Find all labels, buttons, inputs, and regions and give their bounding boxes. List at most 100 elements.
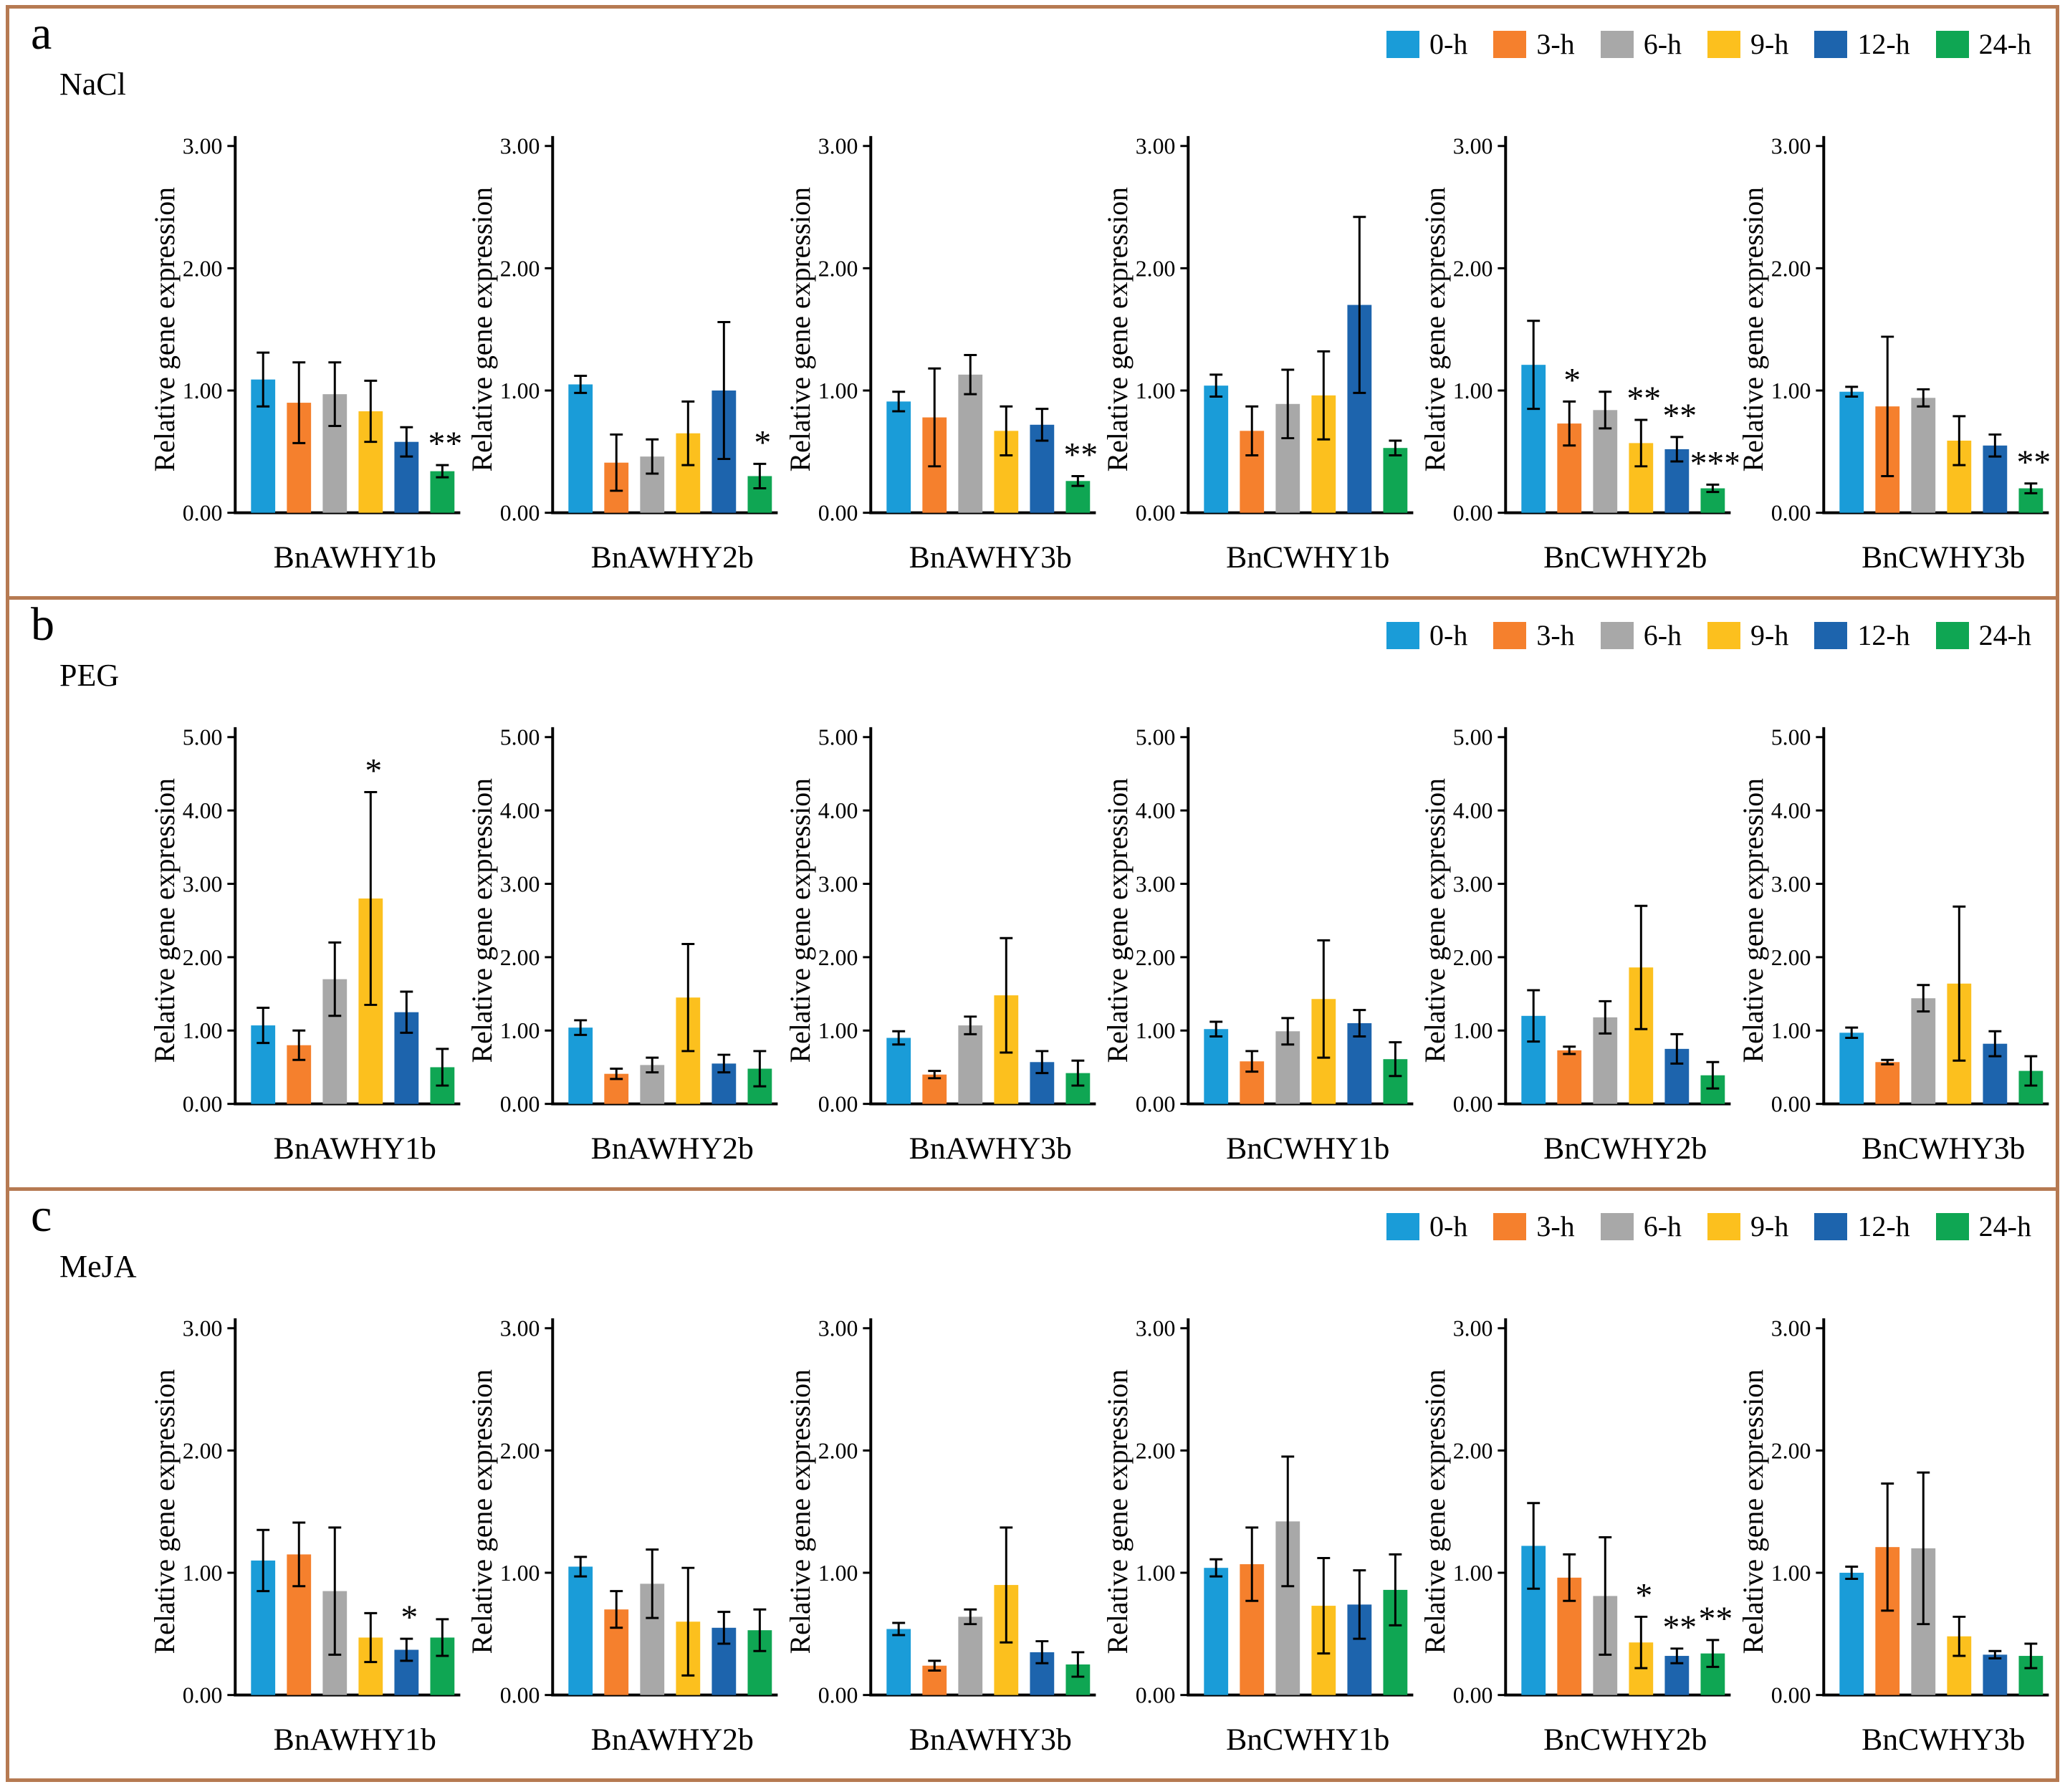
legend: 0-h 3-h 6-h 9-h 12-h 24-h (1386, 1212, 2031, 1241)
legend-label: 0-h (1429, 28, 1468, 60)
y-tick-label: 3.00 (183, 134, 223, 159)
legend-swatch-3-h (1493, 1213, 1527, 1240)
legend-swatch-24-h (1935, 622, 1969, 649)
bar-12-h (1983, 1654, 2007, 1695)
gene-label: BnAWHY3b (909, 1722, 1071, 1757)
chart-c-BnCWHY1b: Relative gene expression 0.00 1.00 2.00 3.00… (1103, 1316, 1414, 1757)
significance-marker: ** (1627, 380, 1662, 418)
legend-swatch-12-h (1814, 622, 1848, 649)
significance-marker: ** (1663, 397, 1697, 435)
panel-header: a NaCl 0-h 3-h 6-h 9-h 12-h 24-h (9, 9, 2056, 116)
y-tick-label: 3.00 (1136, 871, 1176, 896)
y-tick-label: 5.00 (818, 725, 858, 750)
y-tick-label: 2.00 (1771, 256, 1811, 281)
panel-letter: b (31, 600, 54, 651)
y-axis-label: Relative gene expression (1738, 1369, 1769, 1654)
legend-item-24-h: 24-h (1935, 621, 2031, 650)
legend-item-6-h: 6-h (1600, 1212, 1682, 1241)
chart-c-BnAWHY2b: Relative gene expression 0.00 1.00 2.00 3.00… (467, 1316, 778, 1757)
y-tick-label: 5.00 (183, 725, 223, 750)
chart-b-BnAWHY3b: Relative gene expression 0.00 1.00 2.00 3.00… (785, 725, 1096, 1166)
legend-swatch-6-h (1600, 31, 1634, 58)
y-tick-label: 4.00 (1453, 798, 1493, 823)
y-tick-label: 5.00 (500, 725, 540, 750)
chart-a-BnAWHY3b: Relative gene expression 0.00 1.00 2.00 3.00… (785, 134, 1098, 575)
y-tick-label: 5.00 (1771, 725, 1811, 750)
legend-label: 0-h (1429, 1210, 1468, 1242)
legend-label: 3-h (1536, 1210, 1575, 1242)
y-tick-label: 1.00 (1771, 1561, 1811, 1586)
bar-0-h (568, 1027, 593, 1104)
gene-label: BnCWHY1b (1226, 540, 1389, 575)
legend-swatch-0-h (1386, 1213, 1420, 1240)
gene-label: BnCWHY3b (1862, 540, 2025, 575)
y-tick-label: 0.00 (1453, 1683, 1493, 1708)
y-axis-label: Relative gene expression (467, 187, 498, 471)
y-tick-label: 0.00 (1136, 1683, 1176, 1708)
y-axis-label: Relative gene expression (1420, 778, 1451, 1063)
y-tick-label: 2.00 (1771, 945, 1811, 970)
legend-swatch-0-h (1386, 622, 1420, 649)
y-axis-label: Relative gene expression (785, 1369, 816, 1654)
y-tick-label: 0.00 (818, 1683, 858, 1708)
significance-marker: ** (1063, 436, 1098, 474)
y-tick-label: 2.00 (1136, 945, 1176, 970)
gene-label: BnAWHY1b (274, 1722, 436, 1757)
legend-item-9-h: 9-h (1707, 621, 1788, 650)
legend-item-24-h: 24-h (1935, 30, 2031, 59)
chart-b-BnCWHY2b: Relative gene expression 0.00 1.00 2.00 3.00… (1420, 725, 1731, 1166)
panel-letter: c (31, 1191, 52, 1242)
significance-marker: * (401, 1599, 418, 1637)
legend-label: 12-h (1857, 28, 1910, 60)
y-tick-label: 0.00 (818, 1092, 858, 1117)
y-axis-label: Relative gene expression (1103, 1369, 1134, 1654)
legend-item-0-h: 0-h (1386, 621, 1467, 650)
legend-label: 3-h (1536, 28, 1575, 60)
y-tick-label: 0.00 (818, 501, 858, 526)
y-tick-label: 3.00 (1136, 134, 1176, 159)
y-tick-label: 3.00 (1453, 871, 1493, 896)
y-tick-label: 2.00 (1771, 1438, 1811, 1463)
chart-c-BnCWHY3b: Relative gene expression 0.00 1.00 2.00 3.00… (1738, 1316, 2049, 1757)
treatment-label: MeJA (59, 1249, 137, 1284)
y-tick-label: 0.00 (500, 1092, 540, 1117)
legend-item-6-h: 6-h (1600, 619, 1682, 651)
legend-label: 24-h (1978, 1210, 2031, 1242)
legend-item-6-h: 6-h (1600, 30, 1682, 59)
legend-item-12-h: 12-h (1814, 1212, 1910, 1241)
y-axis-label: Relative gene expression (467, 778, 498, 1063)
chart-b-BnCWHY1b: Relative gene expression 0.00 1.00 2.00 3.00… (1103, 725, 1414, 1166)
treatment-label: NaCl (59, 67, 126, 102)
significance-marker: ** (428, 425, 462, 463)
y-tick-label: 0.00 (500, 1683, 540, 1708)
y-tick-label: 1.00 (1453, 378, 1493, 403)
legend-item-12-h: 12-h (1814, 30, 1910, 59)
bar-0-h (1839, 1032, 1864, 1104)
y-tick-label: 3.00 (500, 871, 540, 896)
figure-frame: a NaCl 0-h 3-h 6-h 9-h 12-h 24-h Relative gene e… (6, 5, 2059, 1782)
charts-row: Relative gene expression 0.00 1.00 2.00 3.00… (9, 116, 2056, 589)
legend-swatch-6-h (1600, 622, 1634, 649)
y-tick-label: 3.00 (1771, 134, 1811, 159)
y-tick-label: 4.00 (500, 798, 540, 823)
gene-label: BnCWHY2b (1543, 1131, 1707, 1166)
legend-swatch-3-h (1493, 622, 1527, 649)
gene-label: BnCWHY2b (1543, 540, 1707, 575)
legend-item-9-h: 9-h (1707, 30, 1788, 59)
y-tick-label: 3.00 (818, 1316, 858, 1341)
legend-swatch-9-h (1707, 31, 1741, 58)
legend-swatch-12-h (1814, 31, 1848, 58)
y-tick-label: 1.00 (1771, 378, 1811, 403)
y-tick-label: 3.00 (183, 1316, 223, 1341)
legend-label: 6-h (1643, 619, 1682, 651)
y-tick-label: 0.00 (183, 1683, 223, 1708)
legend-item-24-h: 24-h (1935, 1210, 2031, 1242)
gene-label: BnAWHY2b (591, 540, 754, 575)
y-tick-label: 0.00 (1453, 1092, 1493, 1117)
y-tick-label: 1.00 (1453, 1018, 1493, 1043)
gene-label: BnCWHY1b (1226, 1131, 1389, 1166)
significance-marker: * (1564, 361, 1581, 399)
y-tick-label: 3.00 (1136, 1316, 1176, 1341)
significance-marker: * (754, 423, 772, 461)
y-tick-label: 1.00 (818, 378, 858, 403)
